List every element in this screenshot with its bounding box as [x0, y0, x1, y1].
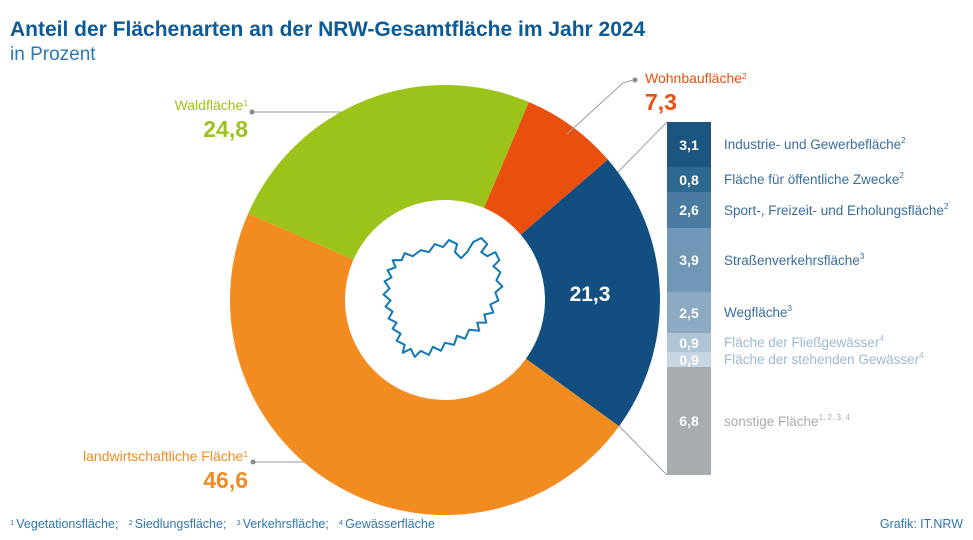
breakdown-row-label: Wegfläche 3	[724, 304, 793, 320]
breakdown-row: 2,5 Wegfläche 3	[667, 292, 948, 333]
footnote-marker: 4	[919, 351, 924, 361]
footnote-marker: 2	[899, 171, 904, 181]
footnote-marker: 2	[943, 201, 949, 211]
nrw-map-outline-icon	[382, 237, 504, 358]
callout-landwirtschaftliche-flaeche-label: landwirtschaftliche Fläche1	[83, 448, 248, 464]
breakdown-row: 2,6 Sport-, Freizeit- und Erholungsfläche…	[667, 192, 948, 228]
donut-segment-value-label: 21,3	[569, 283, 611, 306]
donut-segment-siedlung-verkehr-gewaesser	[520, 159, 660, 427]
donut-segment-wald	[248, 85, 529, 260]
breakdown-row-value: 2,5	[667, 292, 711, 333]
breakdown-row-value: 3,1	[667, 122, 711, 167]
breakdown-row: 0,9 Fläche der Fließgewässer 4	[667, 333, 948, 352]
footnote-item: 3 Verkehrsfläche;	[236, 517, 329, 531]
footnote-marker: 4	[879, 334, 884, 344]
credit: Grafik: IT.NRW	[879, 517, 963, 531]
breakdown-row-value: 0,8	[667, 167, 711, 192]
footnote-marker: 2	[901, 136, 906, 146]
breakdown-row-label: Fläche der Fließgewässer 4	[724, 334, 884, 350]
breakdown-row-label: Fläche der stehenden Gewässer 4	[724, 351, 924, 367]
footnote-item: 2 Siedlungsfläche;	[128, 517, 227, 531]
callout-wohnbauflaeche-value: 7,3	[645, 89, 677, 116]
breakdown-row-label: Sport-, Freizeit- und Erholungsfläche 2	[724, 201, 949, 218]
breakdown-row-value: 0,9	[667, 352, 711, 368]
callout-wohnbauflaeche-label: Wohnbaufläche2	[645, 70, 747, 86]
breakdown-row: 0,8 Fläche für öffentliche Zwecke 2	[667, 167, 948, 192]
breakdown-row-label: Industrie- und Gewerbefläche 2	[724, 136, 906, 152]
footnote-marker: 3	[787, 304, 793, 314]
donut-chart	[230, 85, 660, 515]
page-title: Anteil der Flächenarten an der NRW-Gesam…	[10, 18, 646, 41]
breakdown-row-label: Straßenverkehrsfläche 3	[724, 251, 865, 268]
breakdown-row-label: Fläche für öffentliche Zwecke 2	[724, 171, 904, 187]
callout-landwirtschaftliche-flaeche: landwirtschaftliche Fläche1 46,6	[32, 448, 248, 494]
breakdown-row-value: 0,9	[667, 333, 711, 352]
footnotes: 1 Vegetationsfläche; 2 Siedlungsfläche; 3 …	[10, 517, 445, 531]
breakdown-row-label: sonstige Fläche 1, 2, 3, 4	[724, 412, 851, 429]
callout-wohnbauflaeche: Wohnbaufläche2 7,3	[645, 70, 747, 116]
callout-landwirtschaftliche-flaeche-value: 46,6	[203, 467, 248, 494]
donut-segment-wohnbau	[484, 102, 608, 235]
callout-waldflaeche-value: 24,8	[203, 116, 248, 143]
connector-dot-wohnbau	[632, 77, 638, 83]
breakdown-row: 0,9 Fläche der stehenden Gewässer 4	[667, 351, 948, 368]
breakdown-row-value: 3,9	[667, 228, 711, 292]
breakdown-row: 6,8 sonstige Fläche 1, 2, 3, 4	[667, 367, 948, 475]
breakdown-row: 3,9 Straßenverkehrsfläche 3	[667, 228, 948, 292]
breakdown-row: 3,1 Industrie- und Gewerbefläche 2	[667, 122, 948, 167]
callout-waldflaeche: Waldfläche1 24,8	[62, 97, 248, 143]
breakdown-bar: 3,1 Industrie- und Gewerbefläche 2 0,8 Fläch…	[667, 122, 948, 475]
footnote-item: 4 Gewässerfläche	[338, 517, 435, 531]
footnote-marker: 1, 2, 3, 4	[818, 412, 851, 422]
footnote-item: 1 Vegetationsfläche;	[10, 517, 119, 531]
page-subtitle: in Prozent	[10, 44, 96, 65]
donut-segment-landwirtschaft	[230, 213, 620, 515]
breakdown-row-value: 2,6	[667, 192, 711, 228]
footnote-marker: 3	[859, 251, 865, 261]
callout-waldflaeche-label: Waldfläche1	[174, 97, 248, 113]
nrw-map-path	[382, 237, 504, 358]
breakdown-row-value: 6,8	[667, 367, 711, 475]
